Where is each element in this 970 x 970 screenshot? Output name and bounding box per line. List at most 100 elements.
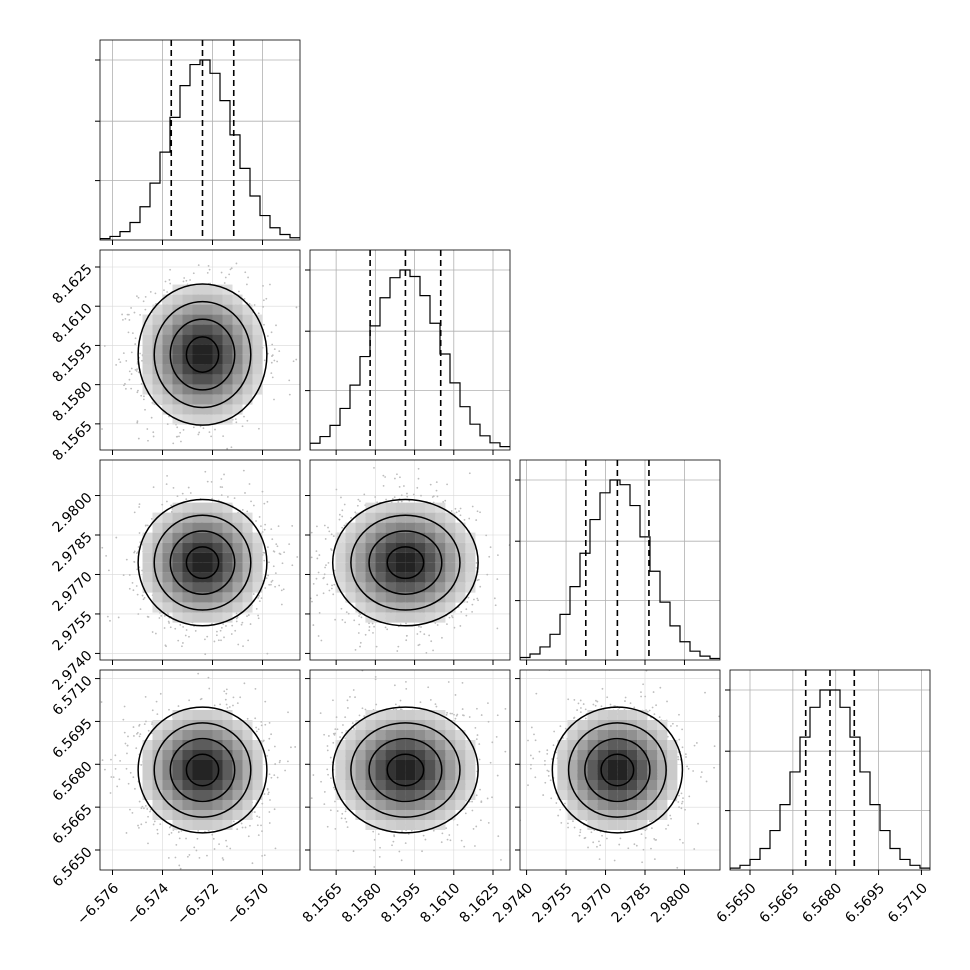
density-cell [415,542,426,553]
sample-point [330,533,333,536]
sample-point [140,394,143,397]
sample-point [207,264,210,267]
sample-point [150,416,153,419]
density-cell [232,334,243,345]
sample-point [327,561,330,564]
density-cell [192,404,203,415]
sample-point [283,551,286,554]
sample-point [136,391,139,394]
sample-point [223,473,225,476]
sample-point [335,488,338,491]
sample-point [271,354,274,357]
sample-point [274,585,277,588]
density-cell [192,512,203,523]
sample-point [442,501,445,503]
sample-point [143,596,146,599]
density-cell [375,552,386,563]
density-cell [182,324,193,335]
sample-point [359,645,361,648]
sample-point [146,524,149,527]
sample-point [137,389,139,392]
density-cell [425,552,436,563]
sample-point [172,486,175,489]
sample-point [235,421,238,424]
density-cell [232,404,243,415]
density-cell [172,354,183,365]
sample-point [476,579,479,582]
density-cell [375,542,386,553]
density-cell [162,344,173,355]
density-cell [182,314,193,325]
density-cell [425,522,436,533]
sample-point [241,621,244,624]
sample-point [235,617,238,620]
sample-point [230,267,233,270]
density-cell [212,304,223,315]
sample-point [192,272,195,275]
sample-point [257,312,260,315]
sample-point [459,625,462,627]
sample-point [275,324,277,327]
density-cell [425,592,436,603]
density-cell [425,502,436,513]
density-cell [242,354,253,365]
density-cell [162,374,173,385]
density-cell [355,542,366,553]
sample-point [182,626,185,628]
density-cell [385,592,396,603]
sample-point [169,268,172,271]
sample-point [405,622,407,625]
sample-point [247,614,250,616]
sample-point [198,431,201,434]
contour-level-4 [185,336,220,373]
density-cell [415,522,426,533]
sample-point [125,558,128,561]
density-cell [212,582,223,593]
sample-point [142,598,145,601]
density-cell [162,354,173,365]
sample-point [417,467,420,470]
sample-point [324,566,327,569]
sample-point [220,271,223,274]
sample-point [291,525,294,527]
sample-point [138,532,141,534]
density-cell [425,532,436,543]
density-cell [375,582,386,593]
sample-point [128,574,131,576]
sample-point [341,515,344,518]
sample-point [267,574,270,577]
sample-point [257,596,260,599]
density-cell [172,522,183,533]
density-cell [435,522,446,533]
sample-point [266,335,269,337]
density-cell [172,572,183,583]
sample-point [446,623,448,626]
density-cell [162,364,173,375]
sample-point [221,486,224,489]
density-cell [202,592,213,603]
sample-point [210,435,213,438]
density-cell [365,592,376,603]
sample-point [158,617,161,619]
density-cell [192,592,203,603]
density-cell [242,552,253,563]
density-cell [232,592,243,603]
sample-point [185,279,188,282]
sample-point [181,492,184,495]
sample-point [137,546,140,548]
density-cell [182,522,193,533]
density-cell [242,374,253,385]
density-cell [192,364,203,375]
sample-point [275,543,278,546]
density-cell [162,324,173,335]
density-cell [435,542,446,553]
sample-point [235,620,238,623]
sample-point [130,373,133,375]
density-cell [395,522,406,533]
sample-point [257,617,260,620]
density-cell [252,364,263,375]
density-cell [355,582,366,593]
sample-point [117,616,120,619]
sample-point [204,653,207,656]
density-cell [172,502,183,513]
